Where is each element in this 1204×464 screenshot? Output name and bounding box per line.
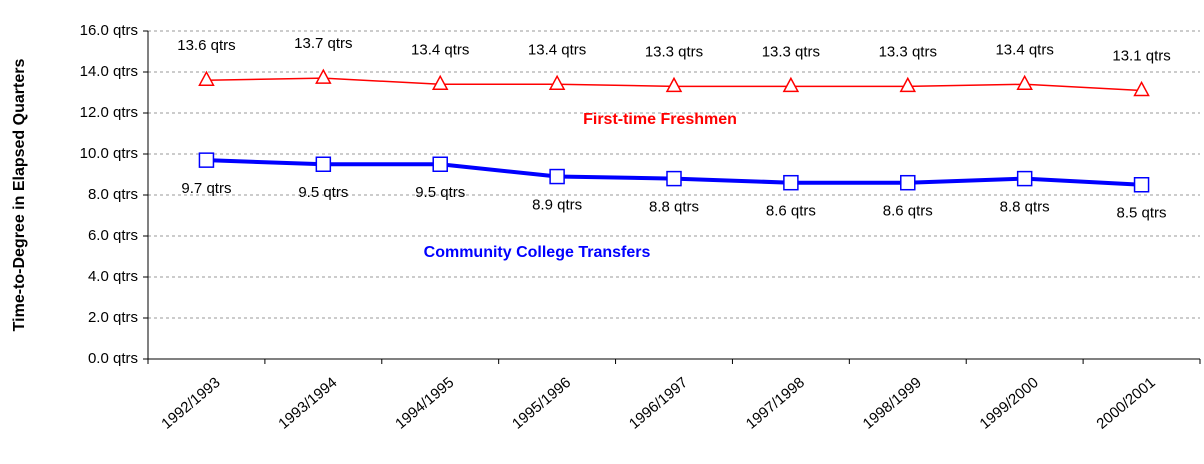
data-label: 9.5 qtrs	[298, 184, 348, 201]
marker	[782, 76, 800, 93]
x-tick-label: 1995/1996	[509, 374, 574, 433]
data-label: 13.4 qtrs	[995, 41, 1053, 58]
marker	[548, 74, 566, 91]
marker	[665, 76, 683, 93]
marker	[666, 170, 682, 187]
data-label: 13.1 qtrs	[1112, 47, 1170, 64]
data-label: 13.3 qtrs	[879, 43, 937, 60]
data-label: 8.8 qtrs	[1000, 199, 1050, 216]
x-tick-label: 1998/1999	[860, 374, 925, 433]
x-tick-label: 2000/2001	[1093, 374, 1158, 433]
data-label: 13.4 qtrs	[411, 41, 469, 58]
y-tick-label: 12.0 qtrs	[80, 104, 138, 121]
x-tick-label: 1996/1997	[626, 374, 691, 433]
data-label: 8.6 qtrs	[883, 203, 933, 220]
x-tick-label: 1997/1998	[743, 374, 808, 433]
y-tick-label: 14.0 qtrs	[80, 63, 138, 80]
y-tick-label: 6.0 qtrs	[88, 227, 138, 244]
marker	[899, 76, 917, 93]
x-tick-label: 1999/2000	[977, 374, 1042, 433]
y-tick-label: 10.0 qtrs	[80, 145, 138, 162]
marker	[900, 174, 916, 191]
marker	[315, 156, 332, 172]
y-tick-label: 0.0 qtrs	[88, 350, 138, 367]
y-tick-label: 16.0 qtrs	[80, 22, 138, 39]
marker	[1016, 74, 1033, 91]
data-label: 13.4 qtrs	[528, 41, 586, 58]
data-label: 13.3 qtrs	[762, 43, 820, 60]
data-label: 9.5 qtrs	[415, 184, 465, 201]
x-tick-label: 1994/1995	[392, 374, 457, 433]
marker	[783, 174, 799, 191]
data-label: 8.9 qtrs	[532, 197, 582, 214]
x-tick-label: 1992/1993	[158, 374, 223, 433]
marker	[315, 68, 332, 84]
marker	[549, 168, 565, 185]
series-name: Community College Transfers	[424, 244, 651, 261]
data-label: 13.7 qtrs	[294, 35, 352, 52]
marker	[198, 70, 215, 86]
marker	[1016, 170, 1033, 187]
x-tick-label: 1993/1994	[275, 374, 340, 433]
y-tick-label: 8.0 qtrs	[88, 186, 138, 203]
marker	[1133, 80, 1150, 97]
y-tick-label: 4.0 qtrs	[88, 268, 138, 285]
data-label: 8.6 qtrs	[766, 203, 816, 220]
data-label: 8.8 qtrs	[649, 199, 699, 216]
data-label: 13.6 qtrs	[177, 37, 235, 54]
series-name: First-time Freshmen	[583, 111, 737, 128]
y-axis-label: Time-to-Degree in Elapsed Quarters	[11, 59, 28, 332]
data-label: 9.7 qtrs	[181, 180, 231, 197]
data-label: 8.5 qtrs	[1117, 205, 1167, 222]
data-label: 13.3 qtrs	[645, 43, 703, 60]
marker	[432, 156, 448, 172]
y-tick-label: 2.0 qtrs	[88, 309, 138, 326]
marker	[198, 152, 215, 168]
marker	[1133, 177, 1150, 193]
marker	[431, 74, 449, 91]
